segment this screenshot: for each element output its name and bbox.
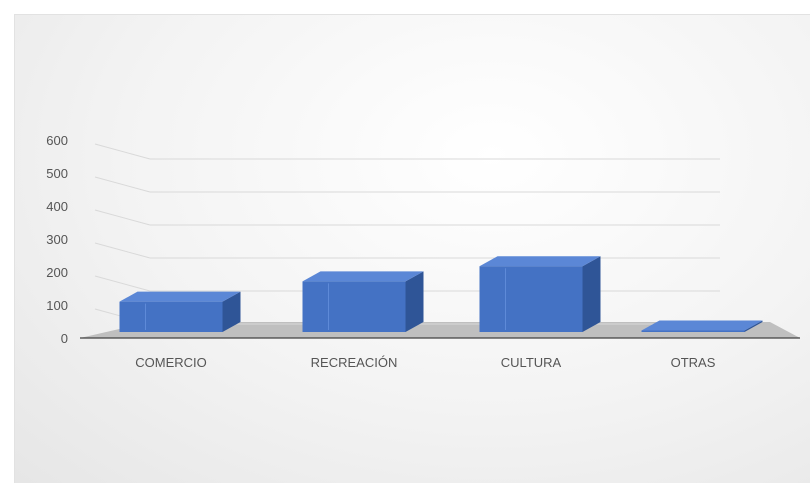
bar-side [222,291,241,332]
x-category-label: CULTURA [501,355,562,370]
bar-side [582,256,601,332]
x-category-label: RECREACIÓN [311,355,398,370]
x-category-label: COMERCIO [135,355,207,370]
bar-top [479,256,601,267]
bar-top [641,320,763,331]
gridline-side [94,242,151,259]
bar [119,301,223,332]
bar [479,266,583,332]
gridline-side [94,143,151,160]
y-tick-label: 600 [46,133,68,148]
gridline-side [94,275,151,292]
bar-top [119,291,241,302]
bar-top [302,271,424,282]
y-tick-label: 500 [46,166,68,181]
bar [641,330,745,332]
y-tick-label: 0 [61,331,68,346]
chart-area [14,14,810,483]
bar [302,281,406,332]
x-category-label: OTRAS [671,355,716,370]
bar-side [744,320,763,332]
gridline-side [94,176,151,193]
y-tick-label: 100 [46,298,68,313]
y-tick-label: 300 [46,232,68,247]
gridline-side [94,209,151,226]
y-tick-label: 400 [46,199,68,214]
bar-side [405,271,424,332]
floor [80,322,800,338]
y-tick-label: 200 [46,265,68,280]
